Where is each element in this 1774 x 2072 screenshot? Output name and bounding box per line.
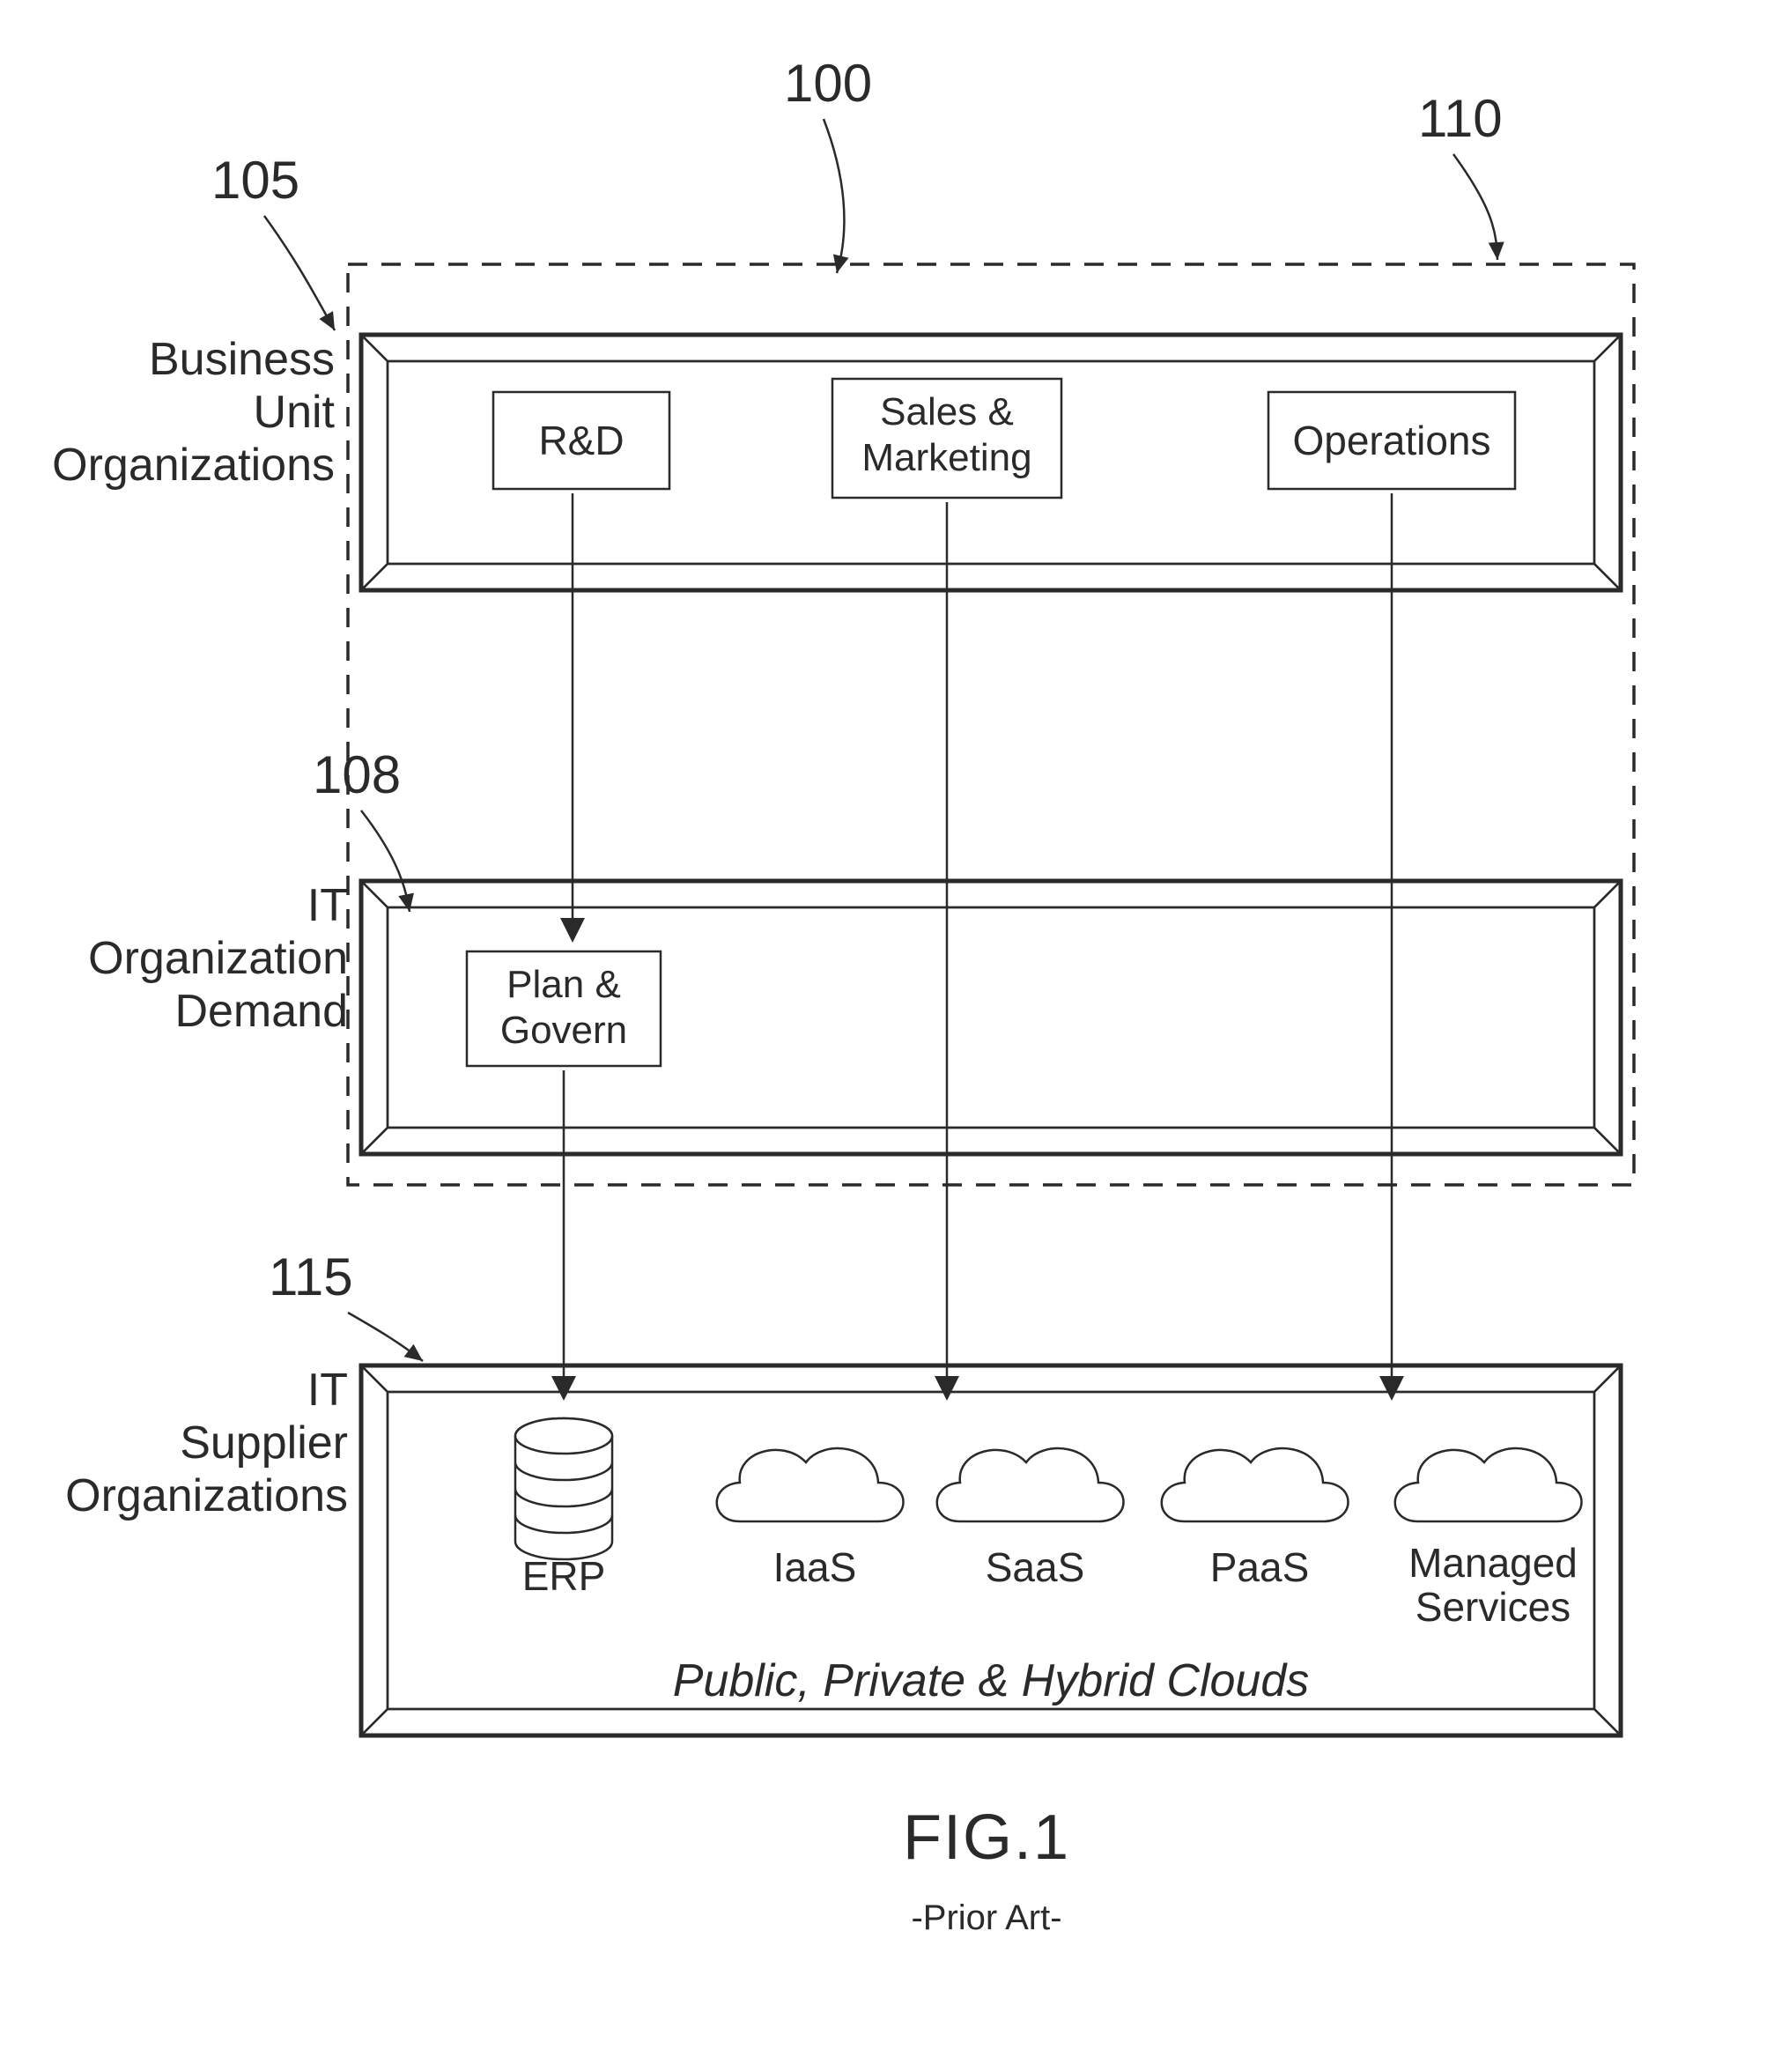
ref-100: 100 — [784, 54, 872, 113]
business-unit-label: Unit — [254, 387, 336, 438]
plan-govern-label: Plan & — [506, 963, 621, 1006]
sales-box-label: Marketing — [861, 436, 1031, 479]
erp-label: ERP — [522, 1553, 606, 1599]
managed-services-label: Managed — [1408, 1540, 1578, 1586]
figure-caption: FIG.1 — [903, 1802, 1070, 1873]
ref-115: 115 — [269, 1247, 353, 1306]
it-supplier-label: Organizations — [65, 1470, 348, 1521]
it-demand-label: Demand — [174, 986, 348, 1037]
iaas-label: IaaS — [773, 1544, 857, 1590]
ref-105: 105 — [211, 151, 299, 210]
paas-label: PaaS — [1210, 1544, 1310, 1590]
sales-box-label: Sales & — [880, 390, 1014, 433]
ref-110: 110 — [1418, 89, 1503, 148]
it-demand-label: IT — [307, 880, 348, 931]
clouds-subtitle: Public, Private & Hybrid Clouds — [673, 1655, 1310, 1706]
rd-box-label: R&D — [538, 418, 624, 463]
ops-box-label: Operations — [1292, 418, 1490, 463]
figure-subcaption: -Prior Art- — [911, 1898, 1061, 1937]
business-unit-label: Business — [149, 334, 335, 385]
plan-govern-label: Govern — [500, 1009, 627, 1052]
business-unit-label: Organizations — [52, 440, 335, 491]
it-supplier-label: IT — [307, 1365, 348, 1416]
managed-services-label: Services — [1416, 1584, 1571, 1630]
it-supplier-label: Supplier — [180, 1417, 348, 1469]
it-demand-label: Organization — [88, 933, 348, 984]
saas-label: SaaS — [986, 1544, 1085, 1590]
ref-108: 108 — [313, 745, 401, 804]
